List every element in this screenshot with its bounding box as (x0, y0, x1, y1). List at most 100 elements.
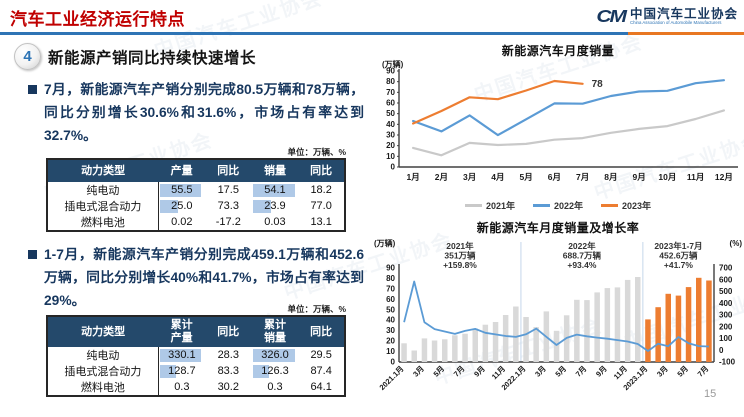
x-axis-label: 5月 (432, 364, 447, 379)
column-header: 同比 (298, 316, 345, 347)
monthly-sales-chart-legend: 2021年 2022年 2023年 (372, 199, 744, 212)
page-number: 15 (704, 388, 717, 400)
sales-bar (685, 287, 692, 362)
sales-bars (401, 277, 712, 362)
column-header: 累计 销量 (251, 316, 299, 347)
svg-text:200: 200 (719, 322, 733, 331)
value-cell: 28.3 (217, 349, 239, 361)
column-header: 同比 (204, 159, 252, 182)
bullet-square-icon (28, 85, 37, 94)
sales-bar (523, 317, 529, 362)
sales-bar (675, 295, 682, 362)
series-line-2021年 (411, 109, 725, 157)
legend-item: 2021年 (464, 199, 515, 212)
data-bar (159, 199, 179, 213)
caam-logo: CM 中国汽车工业协会 China Association of Automob… (596, 5, 738, 29)
sales-bar (442, 339, 448, 362)
monthly-sales-chart-title: 新能源汽车月度销量 (501, 44, 615, 58)
svg-text:(万辆): (万辆) (374, 238, 396, 248)
sales-bar (502, 315, 509, 362)
end-value-label: 78 (592, 79, 604, 90)
svg-text:5月: 5月 (520, 172, 533, 182)
value-cell: 30.2 (217, 381, 239, 393)
data-bar (159, 348, 202, 362)
data-bar (252, 183, 295, 197)
svg-text:0: 0 (391, 358, 396, 367)
sales-bar (553, 330, 560, 362)
annotation-line: 2021年 (446, 241, 474, 251)
row-label: 插电式混合动力 (47, 363, 159, 379)
svg-text:1月: 1月 (407, 172, 420, 182)
value-cell: 73.3 (217, 200, 239, 212)
column-header: 产量 (158, 159, 205, 182)
sales-bar (645, 319, 651, 362)
svg-text:300: 300 (719, 311, 733, 320)
svg-text:-100: -100 (719, 358, 736, 367)
svg-text:2月: 2月 (435, 172, 448, 182)
svg-text:50: 50 (386, 109, 395, 118)
svg-text:500: 500 (719, 287, 733, 296)
value-cell: -17.2 (215, 216, 241, 228)
sales-bar (614, 287, 621, 362)
legend-swatch-icon (464, 204, 482, 207)
svg-text:10: 10 (386, 347, 395, 356)
annotation-line: 2023年1-7月 (654, 241, 702, 251)
value-cell: 55.5 (158, 182, 205, 198)
sales-bar (492, 322, 499, 362)
column-header: 销量 (251, 159, 299, 182)
caam-logo-name-cn: 中国汽车工业协会 (629, 7, 738, 22)
legend-label: 2021年 (485, 201, 515, 211)
value-cell: 0.3 (174, 381, 190, 393)
value-cell: 17.5 (217, 184, 239, 196)
value-cell: 326.0 (252, 347, 299, 363)
section-number-badge: 4 (14, 43, 41, 70)
svg-text:4月: 4月 (491, 172, 504, 182)
value-cell: 13.1 (310, 216, 332, 228)
legend-swatch-icon (532, 204, 550, 207)
svg-text:40: 40 (386, 120, 395, 129)
x-axis-label: 3月 (411, 364, 426, 379)
value-cell: 64.1 (310, 381, 332, 393)
value-cell: 18.2 (310, 184, 332, 196)
growth-chart-box: 新能源汽车月度销量及增长率 (万辆) (%) 2021年 351万辆 +159.8% 20… (372, 219, 744, 399)
series-line-2022年 (411, 79, 725, 137)
value-cell: 54.1 (252, 182, 299, 198)
table-row: 插电式混合动力 128.7 83.3 126.3 87.4 (47, 363, 345, 379)
x-axis-label: 9月 (472, 364, 487, 379)
svg-text:20: 20 (386, 141, 395, 150)
paragraph-july: 7月，新能源汽车产销分别完成80.5万辆和78万辆，同比分别增长30.6%和31… (28, 78, 364, 147)
legend-item: 2023年 (601, 199, 651, 212)
svg-text:90: 90 (386, 264, 395, 273)
sales-bar (411, 350, 417, 362)
value-cell: 87.4 (310, 365, 332, 377)
x-axis-label: 5月 (675, 364, 690, 379)
sales-bar (513, 306, 519, 362)
svg-text:9月: 9月 (633, 172, 646, 182)
column-header: 同比 (298, 159, 345, 182)
growth-rate-line (403, 280, 709, 352)
table-row: 燃料电池 0.3 30.2 0.3 64.1 (47, 379, 345, 396)
table1-unit-label: 单位：万辆、% (287, 147, 346, 157)
column-header: 累计 产量 (158, 316, 205, 347)
x-axis-label: 3月 (655, 364, 670, 379)
svg-text:3月: 3月 (463, 172, 476, 182)
sales-bar (655, 307, 661, 362)
value-cell: 330.1 (158, 347, 205, 363)
table-row: 插电式混合动力 25.0 73.3 23.9 77.0 (47, 198, 345, 214)
sales-bar (665, 293, 671, 362)
svg-text:600: 600 (719, 275, 733, 284)
row-label: 燃料电池 (47, 379, 159, 396)
data-bar (252, 348, 295, 362)
sales-bar (604, 288, 611, 362)
svg-text:30: 30 (386, 326, 395, 335)
header-rule-orange (628, 32, 744, 35)
x-axis-label: 11月 (490, 364, 507, 381)
svg-text:20: 20 (386, 337, 395, 346)
svg-text:12月: 12月 (715, 172, 733, 182)
svg-text:0: 0 (719, 346, 724, 355)
legend-label: 2022年 (553, 201, 584, 211)
value-cell: 29.5 (310, 349, 332, 361)
annotation-line: +159.8% (443, 260, 477, 270)
svg-text:10: 10 (386, 152, 395, 161)
